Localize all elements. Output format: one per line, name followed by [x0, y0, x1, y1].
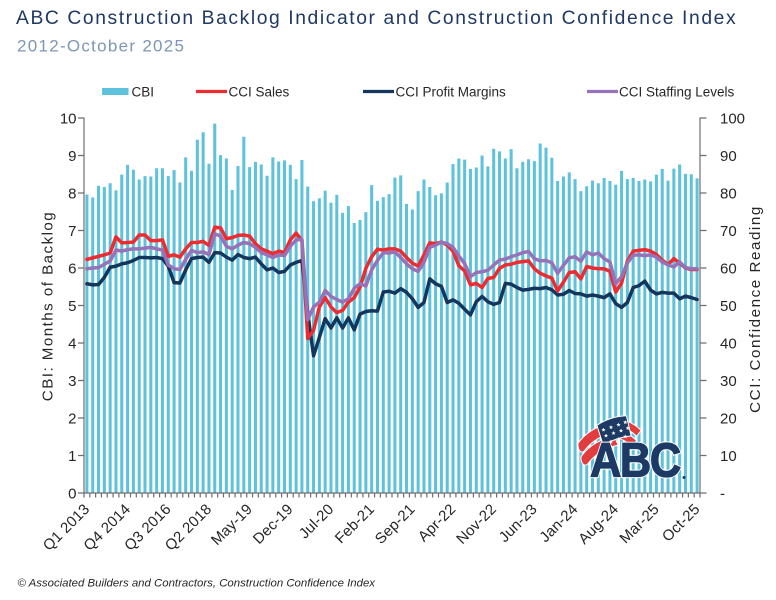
svg-text:© Associated Builders and Cont: © Associated Builders and Contractors, C… — [18, 578, 377, 590]
svg-text:-: - — [720, 485, 725, 502]
svg-text:ABC: ABC — [590, 434, 680, 487]
svg-text:CCI Profit Margins: CCI Profit Margins — [396, 85, 507, 100]
svg-text:90: 90 — [720, 148, 737, 165]
svg-text:CBI: CBI — [132, 85, 155, 100]
svg-text:4: 4 — [68, 335, 76, 352]
svg-text:CBI: Months of Backlog: CBI: Months of Backlog — [40, 211, 57, 401]
svg-text:50: 50 — [720, 298, 737, 315]
svg-text:8: 8 — [68, 185, 76, 202]
svg-text:0: 0 — [68, 485, 76, 502]
svg-text:9: 9 — [68, 148, 76, 165]
svg-text:ABC: ABC — [590, 434, 680, 487]
svg-text:40: 40 — [720, 335, 737, 352]
svg-text:3: 3 — [68, 373, 76, 390]
svg-text:20: 20 — [720, 410, 737, 427]
svg-text:5: 5 — [68, 298, 76, 315]
svg-text:CCI Staffing Levels: CCI Staffing Levels — [619, 85, 735, 100]
svg-text:CCI Sales: CCI Sales — [229, 85, 290, 100]
svg-text:100: 100 — [720, 110, 745, 127]
svg-text:10: 10 — [60, 110, 77, 127]
svg-text:CCI: Confidence Reading: CCI: Confidence Reading — [747, 205, 764, 413]
svg-text:70: 70 — [720, 223, 737, 240]
svg-text:10: 10 — [720, 448, 737, 465]
svg-text:7: 7 — [68, 223, 76, 240]
svg-text:ABC Construction Backlog Indic: ABC Construction Backlog Indicator and C… — [16, 8, 737, 29]
svg-text:1: 1 — [68, 448, 76, 465]
svg-text:80: 80 — [720, 185, 737, 202]
svg-text:6: 6 — [68, 260, 76, 277]
svg-text:30: 30 — [720, 373, 737, 390]
svg-text:60: 60 — [720, 260, 737, 277]
svg-text:2012-October 2025: 2012-October 2025 — [17, 37, 185, 56]
svg-text:2: 2 — [68, 410, 76, 427]
